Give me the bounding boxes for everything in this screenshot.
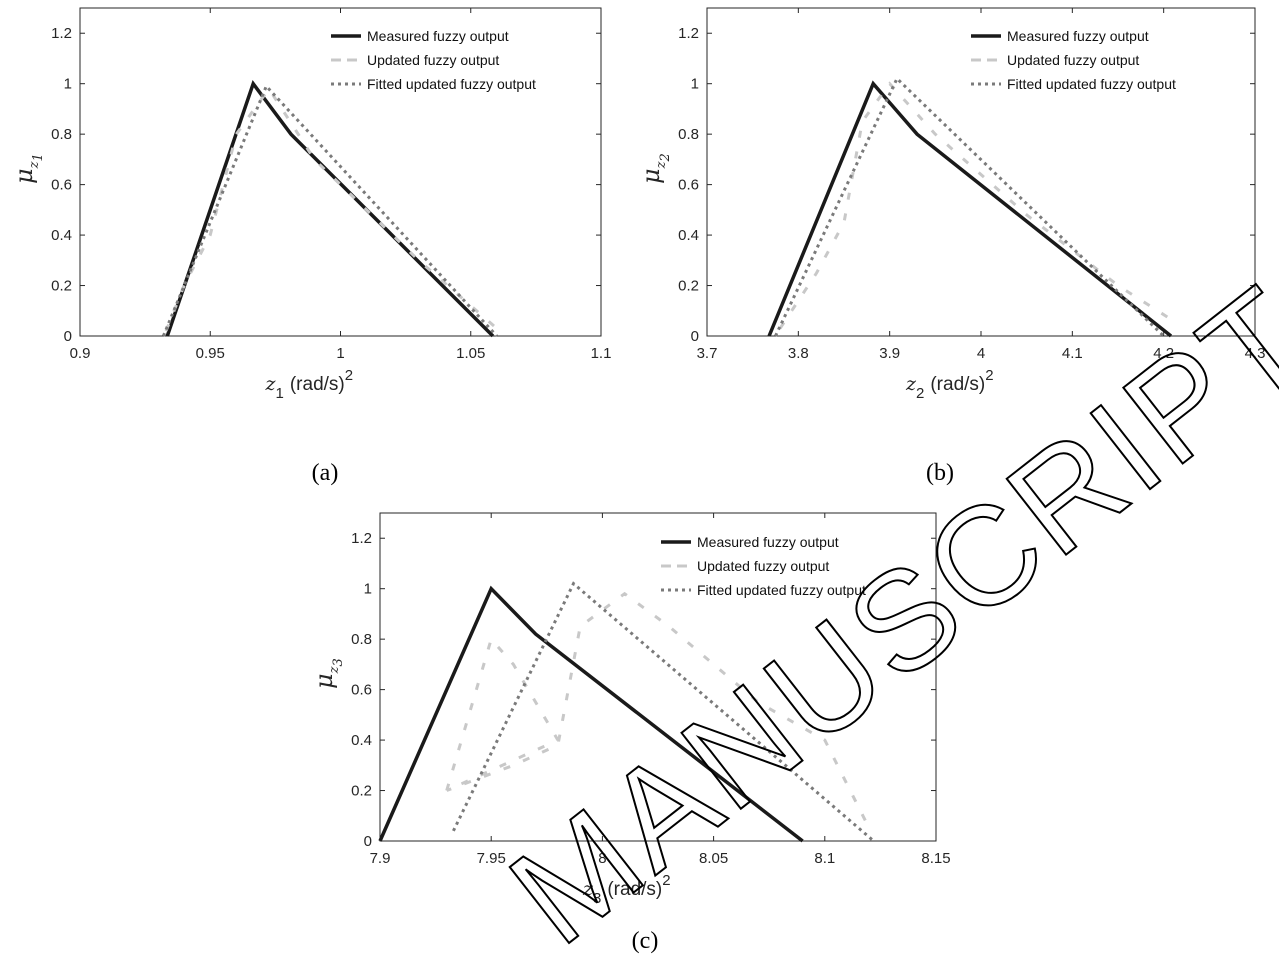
y-tick-label: 0.8: [51, 126, 72, 143]
x-tick-label: 0.9: [70, 345, 91, 362]
x-tick-label: 7.95: [477, 850, 506, 867]
legend-label: Fitted updated fuzzy output: [367, 76, 536, 92]
y-tick-label: 0.8: [351, 631, 372, 648]
x-tick-label: 4.2: [1153, 345, 1174, 362]
y-tick-label: 0.4: [351, 732, 372, 749]
x-tick-label: 1.1: [591, 345, 612, 362]
legend-label: Updated fuzzy output: [697, 558, 829, 574]
y-tick-label: 0.6: [51, 177, 72, 194]
y-tick-label: 0.2: [351, 783, 372, 800]
legend-label: Measured fuzzy output: [697, 534, 839, 550]
y-tick-label: 0.4: [51, 227, 72, 244]
y-tick-label: 0.2: [51, 278, 72, 295]
y-tick-label: 0: [64, 328, 72, 345]
legend-label: Measured fuzzy output: [367, 28, 509, 44]
x-tick-label: 1.05: [456, 345, 485, 362]
legend: Measured fuzzy output Updated fuzzy outpu…: [325, 22, 587, 102]
panel-caption: (a): [312, 460, 339, 486]
x-tick-label: 8.1: [814, 850, 835, 867]
series-line-solid: [767, 80, 1173, 338]
y-axis-label: μz2: [637, 153, 673, 184]
series-line-solid: [378, 585, 804, 843]
x-tick-label: 4.3: [1245, 345, 1266, 362]
chart-panel-2: 3.7 3.8 3.9 4 4.1 4.2 4.3 0 0.2 0.4 0.6 0.8 1 1.2 Meas…: [637, 7, 1266, 486]
y-tick-label: 1.2: [51, 25, 72, 42]
x-tick-label: 1: [336, 345, 344, 362]
legend: Measured fuzzy output Updated fuzzy outpu…: [655, 528, 917, 612]
y-tick-label: 1: [64, 76, 72, 93]
y-tick-label: 1.2: [351, 530, 372, 547]
x-tick-label: 3.7: [697, 345, 718, 362]
series-line-dash: [778, 81, 1179, 330]
y-tick-label: 0: [364, 833, 372, 850]
chart-panel-1: 0.9 0.95 1 1.05 1.1 0 0.2 0.4 0.6 0.8 1 1.2 Measured…: [10, 7, 612, 486]
legend: Measured fuzzy output Updated fuzzy outpu…: [965, 22, 1237, 106]
series-line-dash: [164, 86, 498, 332]
legend-box: [655, 528, 917, 612]
y-axis-label: μz1: [10, 153, 46, 184]
x-tick-label: 3.8: [788, 345, 809, 362]
legend-label: Fitted updated fuzzy output: [1007, 76, 1176, 92]
y-tick-label: 1.2: [678, 25, 699, 42]
chart-panel-3: 7.9 7.95 8 8.05 8.1 8.15 0 0.2 0.4 0.6 0.8 1 1.2 Meas…: [310, 512, 951, 954]
legend-label: Updated fuzzy output: [367, 52, 499, 68]
legend-box: [325, 22, 587, 102]
x-tick-label: 3.9: [879, 345, 900, 362]
y-tick-label: 0: [691, 328, 699, 345]
panel-caption: (c): [632, 928, 659, 954]
legend-box: [965, 22, 1237, 106]
x-tick-label: 8: [598, 850, 606, 867]
x-tick-label: 0.95: [196, 345, 225, 362]
y-axis-label: μz3: [310, 658, 346, 689]
panel-caption: (b): [926, 460, 954, 486]
x-tick-label: 4.1: [1062, 345, 1083, 362]
series-line-solid: [165, 79, 495, 338]
y-tick-label: 0.6: [351, 682, 372, 699]
x-axis-label: z1 (rad/s)2: [265, 367, 354, 402]
x-axis-label: z2 (rad/s)2: [905, 367, 994, 402]
series-line-dash: [445, 591, 871, 830]
y-tick-label: 0.8: [678, 126, 699, 143]
x-tick-label: 8.05: [699, 850, 728, 867]
legend-label: Measured fuzzy output: [1007, 28, 1149, 44]
x-tick-label: 7.9: [370, 850, 391, 867]
x-tick-label: 4: [977, 345, 985, 362]
x-tick-label: 8.15: [921, 850, 950, 867]
y-tick-label: 0.6: [678, 177, 699, 194]
legend-label: Fitted updated fuzzy output: [697, 582, 866, 598]
series-line-dot: [452, 581, 875, 843]
y-tick-label: 0.2: [678, 278, 699, 295]
y-tick-label: 1: [691, 76, 699, 93]
x-axis-label: z3 (rad/s)2: [582, 872, 671, 907]
y-tick-label: 1: [364, 581, 372, 598]
y-tick-label: 0.4: [678, 227, 699, 244]
legend-label: Updated fuzzy output: [1007, 52, 1139, 68]
